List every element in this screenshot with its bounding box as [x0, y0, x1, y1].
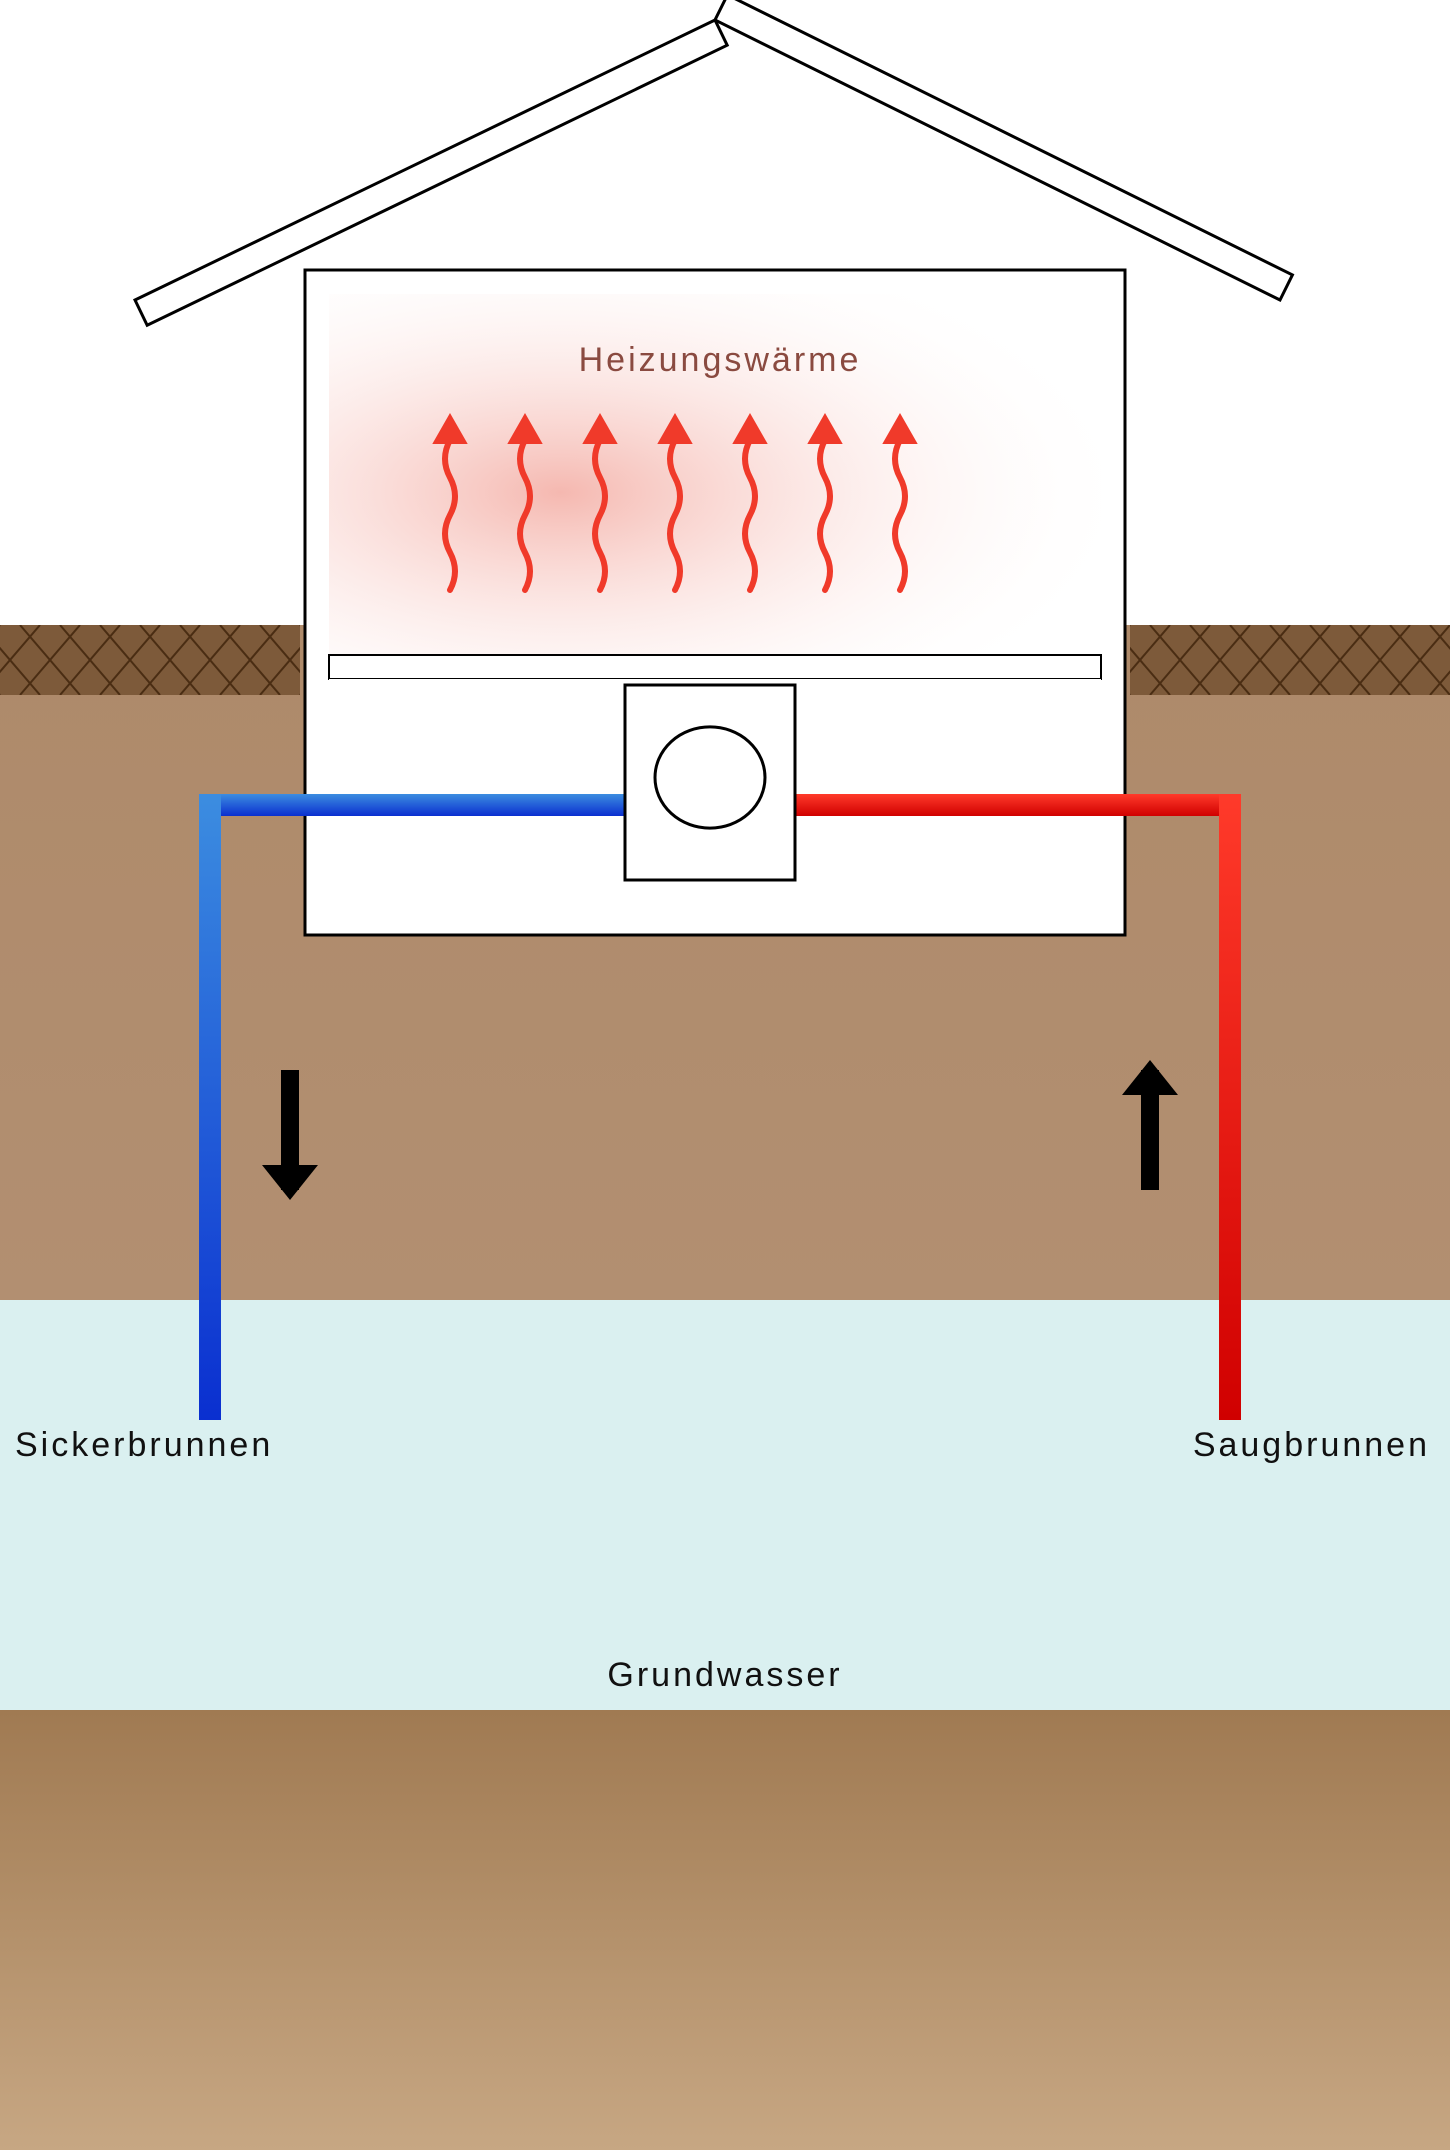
cold-pipe-vertical [199, 794, 221, 1420]
label-saug: Saugbrunnen [1193, 1426, 1430, 1465]
label-heating: Heizungswärme [579, 341, 862, 380]
flow-up-arrow-icon [1122, 1060, 1178, 1095]
roof-beam [715, 0, 1292, 300]
soil-hatch [1070, 625, 1450, 695]
label-groundwater: Grundwasser [607, 1656, 842, 1695]
diagram-svg [0, 0, 1450, 2150]
cold-pipe-horizontal [210, 794, 636, 816]
flow-down-arrow-icon [262, 1165, 318, 1200]
label-sicker: Sickerbrunnen [15, 1426, 273, 1465]
hot-pipe-horizontal [795, 794, 1241, 816]
hot-pipe-vertical [1219, 794, 1241, 1420]
heat-pump-unit [625, 685, 795, 880]
floor-slab [329, 655, 1101, 679]
